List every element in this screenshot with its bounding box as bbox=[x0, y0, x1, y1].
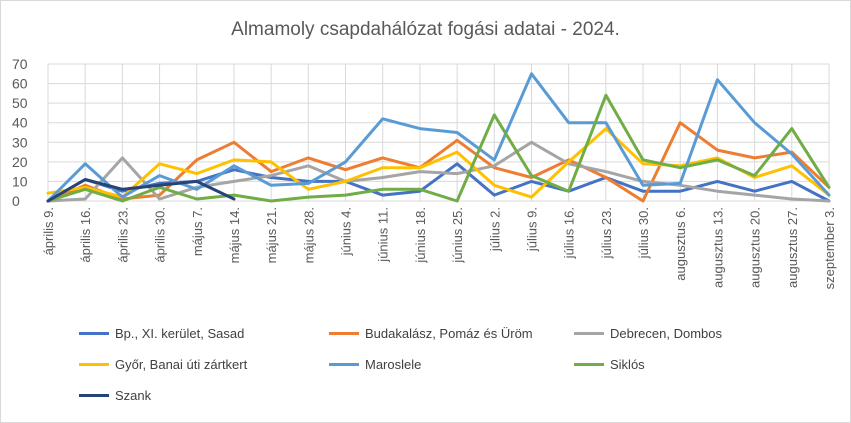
legend-item: Szank bbox=[79, 388, 151, 403]
legend: Bp., XI. kerület, Sasad Budakalász, Pomáz… bbox=[79, 326, 839, 416]
x-tick-label: augusztus 20. bbox=[748, 207, 763, 288]
x-tick-label: július 2. bbox=[487, 207, 502, 252]
x-tick-label: április 16. bbox=[78, 207, 93, 263]
x-tick-label: április 9. bbox=[41, 207, 56, 255]
legend-label: Győr, Banai úti zártkert bbox=[115, 357, 248, 372]
y-tick-label: 30 bbox=[12, 134, 28, 150]
legend-swatch bbox=[574, 363, 604, 366]
legend-label: Budakalász, Pomáz és Üröm bbox=[365, 326, 533, 341]
legend-swatch bbox=[79, 332, 109, 335]
series-line bbox=[46, 140, 831, 203]
x-tick-label: július 16. bbox=[562, 207, 577, 259]
y-tick-label: 20 bbox=[12, 154, 28, 170]
x-tick-label: július 23. bbox=[599, 207, 614, 259]
x-tick-label: május 21. bbox=[264, 207, 279, 263]
legend-swatch bbox=[329, 332, 359, 335]
series-line bbox=[46, 121, 831, 203]
x-tick-label: augusztus 6. bbox=[673, 207, 688, 281]
x-tick-label: április 30. bbox=[153, 207, 168, 263]
x-tick-label: július 30. bbox=[636, 207, 651, 259]
y-tick-label: 60 bbox=[12, 76, 28, 92]
legend-label: Szank bbox=[115, 388, 152, 403]
x-tick-label: május 14. bbox=[227, 207, 242, 263]
x-tick-label: május 7. bbox=[190, 207, 205, 256]
y-tick-label: 50 bbox=[12, 95, 28, 111]
x-tick-label: június 11. bbox=[376, 207, 391, 263]
legend-swatch bbox=[79, 394, 109, 397]
legend-label: Debrecen, Dombos bbox=[610, 326, 722, 341]
y-tick-label: 0 bbox=[12, 193, 20, 209]
legend-item: Budakalász, Pomáz és Üröm bbox=[329, 326, 533, 341]
legend-swatch bbox=[574, 332, 604, 335]
series-line bbox=[46, 178, 236, 203]
legend-swatch bbox=[79, 363, 109, 366]
x-tick-label: augusztus 27. bbox=[785, 207, 800, 288]
legend-item: Debrecen, Dombos bbox=[574, 326, 722, 341]
legend-item: Siklós bbox=[574, 357, 645, 372]
x-tick-label: április 23. bbox=[115, 207, 130, 263]
x-tick-label: június 4. bbox=[339, 207, 354, 256]
y-tick-label: 40 bbox=[12, 115, 28, 131]
series-line bbox=[46, 93, 831, 203]
x-tick-label: augusztus 13. bbox=[710, 207, 725, 288]
y-tick-label: 70 bbox=[12, 56, 28, 72]
x-tick-label: június 25. bbox=[450, 207, 465, 264]
legend-label: Bp., XI. kerület, Sasad bbox=[115, 326, 245, 341]
legend-item: Győr, Banai úti zártkert bbox=[79, 357, 247, 372]
legend-swatch bbox=[329, 363, 359, 366]
series-line bbox=[46, 127, 831, 199]
y-tick-label: 10 bbox=[12, 173, 28, 189]
x-tick-label: szeptember 3. bbox=[822, 207, 837, 289]
x-tick-label: június 18. bbox=[413, 207, 428, 264]
legend-label: Maroslele bbox=[365, 357, 422, 372]
legend-item: Bp., XI. kerület, Sasad bbox=[79, 326, 244, 341]
legend-item: Maroslele bbox=[329, 357, 421, 372]
x-tick-label: július 9. bbox=[524, 207, 539, 252]
x-tick-label: május 28. bbox=[301, 207, 316, 263]
legend-label: Siklós bbox=[610, 357, 645, 372]
chart-title: Almamoly csapdahálózat fogási adatai - 2… bbox=[231, 19, 620, 40]
